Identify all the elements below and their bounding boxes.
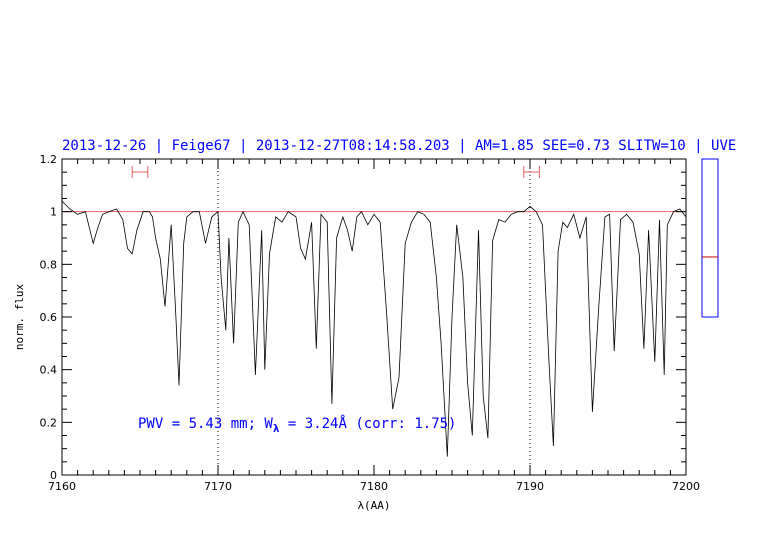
x-axis-label: λ(AA): [357, 499, 390, 512]
annotation-suffix: = 3.24Å (corr: 1.75): [279, 415, 456, 432]
y-tick-label: 0: [50, 469, 57, 482]
annotation-subscript: λ: [273, 422, 280, 435]
plot-area: 7160 7170 7180 7190 7200 0 0.2 0.4 0.6 0.8 1 1.2: [40, 153, 701, 493]
x-tick-label: 7180: [360, 480, 388, 493]
pwv-annotation: PWV = 5.43 mm; Wλ = 3.24Å (corr: 1.75): [138, 415, 457, 435]
x-tick-label: 7170: [204, 480, 232, 493]
y-tick-label: 0.4: [40, 364, 58, 377]
y-tick-label: 0.2: [40, 416, 58, 429]
y-tick-label: 1: [50, 206, 57, 219]
annotation-prefix: PWV = 5.43 mm; W: [138, 416, 273, 432]
chart-title: 2013-12-26 | Feige67 | 2013-12-27T08:14:…: [62, 138, 736, 154]
side-bar-frame: [701, 158, 719, 318]
y-tick-label: 0.6: [40, 311, 58, 324]
x-tick-label: 7190: [516, 480, 544, 493]
y-axis-label: norm. flux: [13, 284, 26, 351]
x-tick-label: 7200: [672, 480, 700, 493]
y-tick-label: 0.8: [40, 258, 58, 271]
side-level-indicator: [701, 158, 719, 318]
spectrum-line: [61, 200, 687, 457]
x-tick-label: 7160: [48, 480, 76, 493]
y-tick-label: 1.2: [40, 153, 58, 166]
